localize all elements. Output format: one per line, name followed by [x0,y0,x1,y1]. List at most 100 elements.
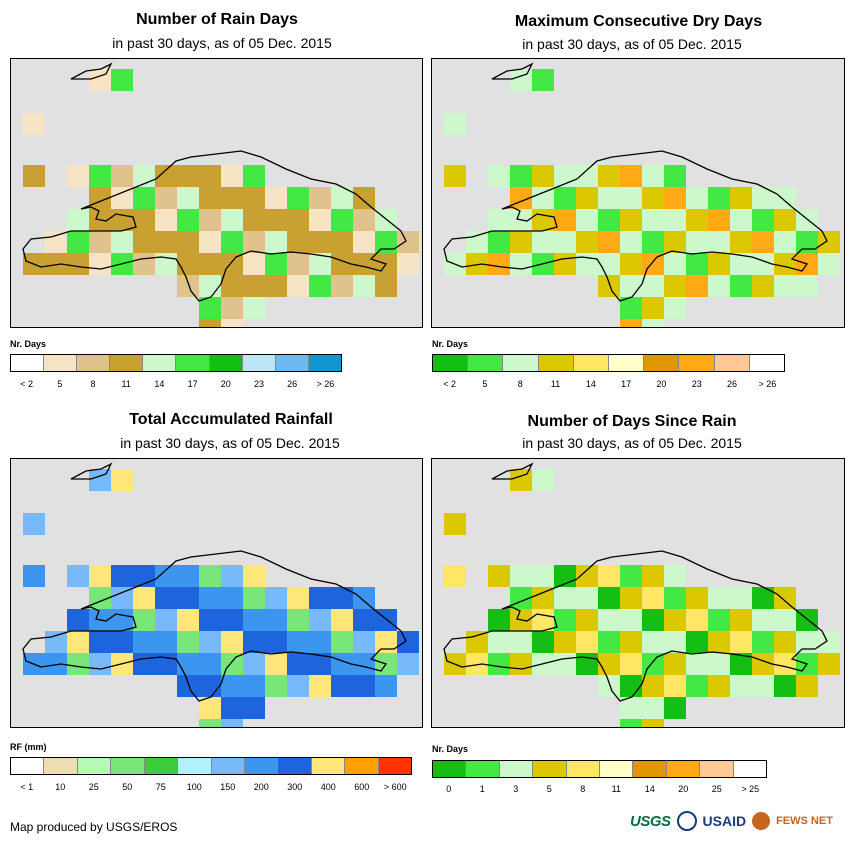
map-cell [532,231,554,253]
map-cell [774,587,796,609]
map-cell [199,587,221,609]
legend-label: 600 [354,782,370,792]
map-cell [331,675,353,697]
legend-swatch [378,758,412,774]
map-cell [730,587,752,609]
map-cell [265,587,287,609]
map-cell [576,609,598,631]
legend-swatch [311,758,346,774]
legend-label: > 25 [741,784,760,794]
map-cell [221,319,243,327]
map-cell [510,253,532,275]
map-cell [23,165,45,187]
map-cell [730,653,752,675]
legend-label: 150 [220,782,236,792]
map-cell [664,697,686,719]
map-total-rainfall[interactable] [10,458,423,728]
map-cell [752,587,774,609]
map-cell [598,609,620,631]
legend-bar-rain-days [10,354,342,372]
tortuga-outline [491,62,534,80]
map-cell [111,209,133,231]
map-cell [730,631,752,653]
map-cell [708,209,730,231]
map-cell [708,231,730,253]
map-cell [466,253,488,275]
map-cell [598,587,620,609]
map-cell [221,653,243,675]
legend-swatch [466,761,500,777]
map-cell [664,253,686,275]
map-cell [642,697,664,719]
map-cell [510,631,532,653]
map-cell [353,253,375,275]
map-cell [774,253,796,275]
legend-label: 11 [550,379,561,389]
map-cell [664,631,686,653]
map-cell [177,209,199,231]
map-cell [243,675,265,697]
map-cell [309,253,331,275]
legend-swatch [11,758,45,774]
map-cell [686,187,708,209]
legend-label: 100 [186,782,202,792]
legend-swatch [714,355,750,371]
map-cell [199,231,221,253]
map-cell [155,587,177,609]
map-cell [133,187,155,209]
legend-swatch [733,761,767,777]
map-cell [576,253,598,275]
map-cell [752,209,774,231]
map-grid-max-dry-days [443,62,840,327]
map-cell [177,653,199,675]
map-cell [89,653,111,675]
map-cell [133,653,155,675]
map-cell [620,165,642,187]
map-cell [331,209,353,231]
legend-labels-rain-days: < 2 5 8 11 14 17 20 23 26 > 26 [10,379,342,391]
map-cell [353,587,375,609]
map-cell [554,253,576,275]
map-cell [243,253,265,275]
map-max-dry-days[interactable] [431,58,845,328]
map-cell [554,631,576,653]
map-cell [177,675,199,697]
map-cell [554,187,576,209]
map-cell [686,609,708,631]
map-rain-days[interactable] [10,58,423,328]
map-cell [199,609,221,631]
map-cell [774,231,796,253]
map-cell [620,675,642,697]
map-cell [155,187,177,209]
legend-label: 0 [446,784,452,794]
legend-bar-days-since-rain [432,760,767,778]
map-cell [309,187,331,209]
map-cell [67,165,89,187]
map-cell [642,675,664,697]
map-cell [177,187,199,209]
credit-text: Map produced by USGS/EROS [10,820,178,834]
map-cell [155,253,177,275]
fews-seal-icon [752,812,771,830]
map-cell [89,69,111,91]
legend-swatch [503,355,539,371]
map-cell [488,631,510,653]
map-cell [67,253,89,275]
map-cell [664,187,686,209]
legend-swatch [275,355,309,371]
map-cell [111,231,133,253]
map-cell [664,209,686,231]
map-cell [221,275,243,297]
panel-subtitle-rain-days: in past 30 days, as of 05 Dec. 2015 [112,35,332,51]
map-cell [221,587,243,609]
map-days-since-rain[interactable] [431,458,845,728]
map-cell [642,275,664,297]
map-cell [730,253,752,275]
map-cell [177,165,199,187]
legend-label: 50 [122,782,133,792]
map-cell [598,631,620,653]
map-cell [708,631,730,653]
hispaniola-outline [443,550,828,702]
map-cell [221,719,243,727]
map-cell [444,113,466,135]
